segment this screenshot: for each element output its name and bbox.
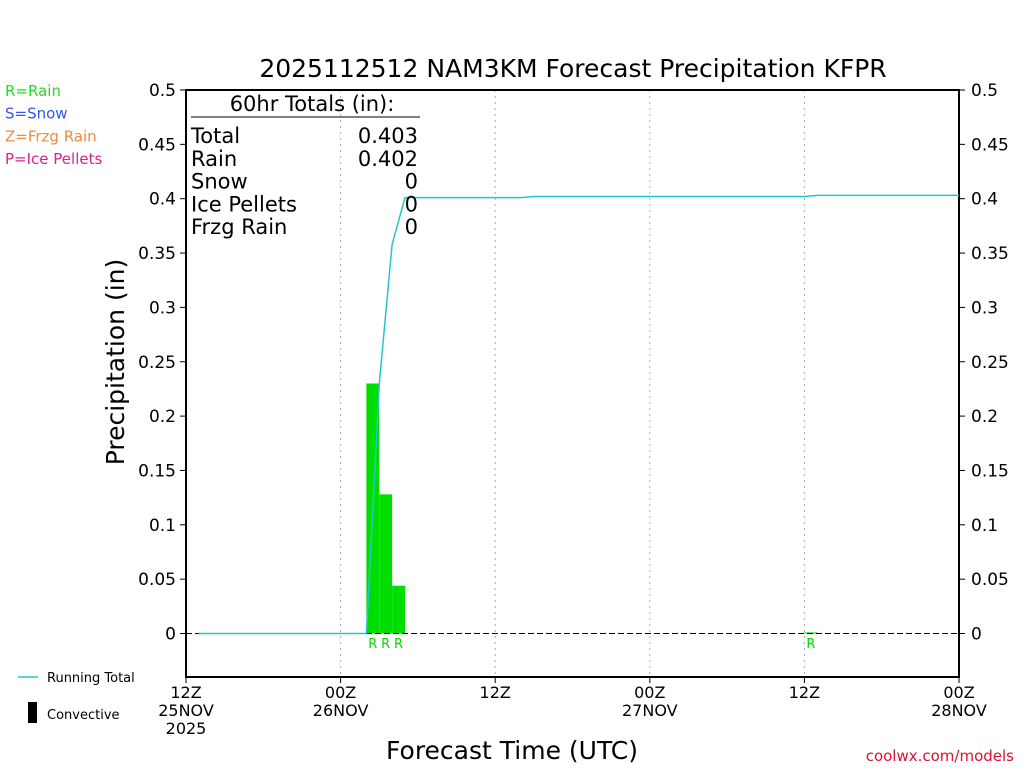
y-tick-label-right: 0.4	[971, 190, 998, 210]
running-total-line	[198, 194, 959, 635]
y-tick-label-right: 0.15	[971, 461, 1009, 481]
totals-row-value: 0	[405, 215, 418, 239]
y-tick-label-left: 0.1	[149, 516, 176, 536]
totals-row-label: Rain	[191, 147, 237, 171]
y-tick-label-right: 0.05	[971, 570, 1009, 590]
precip-bar	[392, 585, 406, 634]
y-tick-label-left: 0.25	[138, 353, 176, 373]
y-tick-label-right: 0.1	[971, 516, 998, 536]
y-tick-label-left: 0.4	[149, 190, 176, 210]
running-total-legend-label: Running Total	[47, 671, 135, 686]
plot-frame	[185, 89, 960, 678]
credit-text: coolwx.com/models	[866, 747, 1014, 765]
grid-lines	[340, 90, 805, 677]
y-tick-label-right: 0.3	[971, 298, 998, 318]
y-tick-label-left: 0.2	[149, 407, 176, 427]
x-tick-label: 28NOV	[931, 701, 987, 720]
x-tick-label: 12Z	[789, 683, 820, 702]
y-axis-ticks: 0 00.05 0.050.1 0.10.15 0.150.2 0.20.25 0.250.…	[138, 81, 1009, 645]
precip-type-legend-item: Z=Frzg Rain	[5, 127, 97, 145]
precip-type-legend-item: S=Snow	[5, 105, 68, 123]
totals-row-label: Snow	[191, 170, 248, 194]
precip-bars	[366, 383, 818, 634]
y-tick-label-left: 0.05	[138, 570, 176, 590]
y-tick-label-left: 0.45	[138, 135, 176, 155]
totals-row-value: 0	[405, 192, 418, 216]
y-tick-label-left: 0.3	[149, 298, 176, 318]
precip-bar	[379, 494, 393, 634]
x-tick-label: 2025	[166, 719, 207, 738]
precip-type-label: R	[381, 637, 390, 652]
y-tick-label-left: 0.35	[138, 244, 176, 264]
series-legend: Running Total Convective	[18, 671, 135, 723]
totals-row-label: Ice Pellets	[191, 192, 297, 216]
x-tick-label: 12Z	[480, 683, 511, 702]
x-tick-label: 00Z	[634, 683, 665, 702]
x-tick-label: 25NOV	[158, 701, 214, 720]
y-tick-label-right: 0.45	[971, 135, 1009, 155]
totals-row-value: 0	[405, 170, 418, 194]
y-tick-label-right: 0.35	[971, 244, 1009, 264]
x-tick-label: 00Z	[943, 683, 974, 702]
totals-heading: 60hr Totals (in):	[230, 92, 395, 116]
y-tick-label-right: 0.5	[971, 81, 998, 101]
totals-row-value: 0.403	[358, 124, 418, 148]
precip-type-label: R	[394, 637, 403, 652]
x-tick-label: 26NOV	[313, 701, 369, 720]
precip-type-legend-item: P=Ice Pellets	[5, 150, 102, 168]
totals-box: 60hr Totals (in): Total 0.403 Rain 0.402 Sno…	[190, 92, 420, 239]
totals-row-label: Frzg Rain	[191, 215, 287, 239]
y-tick-label-right: 0.2	[971, 407, 998, 427]
y-tick-label-right: 0.25	[971, 353, 1009, 373]
y-tick-label-left: 0	[165, 625, 176, 645]
y-tick-label-right: 0	[971, 625, 982, 645]
precip-type-legend-item: R=Rain	[5, 82, 61, 100]
precip-type-legend: R=Rain S=Snow Z=Frzg Rain P=Ice Pellets	[5, 82, 102, 168]
totals-row-value: 0.402	[358, 147, 418, 171]
totals-row-label: Total	[190, 124, 240, 148]
x-tick-label: 00Z	[325, 683, 356, 702]
x-tick-label: 12Z	[170, 683, 201, 702]
precip-bar	[804, 632, 818, 634]
x-axis-label: Forecast Time (UTC)	[386, 736, 638, 765]
x-tick-label: 27NOV	[622, 701, 678, 720]
convective-swatch	[28, 702, 37, 723]
precip-type-label: R	[806, 637, 815, 652]
chart-title: 2025112512 NAM3KM Forecast Precipitation…	[259, 54, 886, 83]
y-tick-label-left: 0.5	[149, 81, 176, 101]
precip-type-label: R	[368, 637, 377, 652]
y-tick-label-left: 0.15	[138, 461, 176, 481]
convective-legend-label: Convective	[47, 708, 120, 723]
y-axis-label: Precipitation (in)	[101, 259, 130, 466]
